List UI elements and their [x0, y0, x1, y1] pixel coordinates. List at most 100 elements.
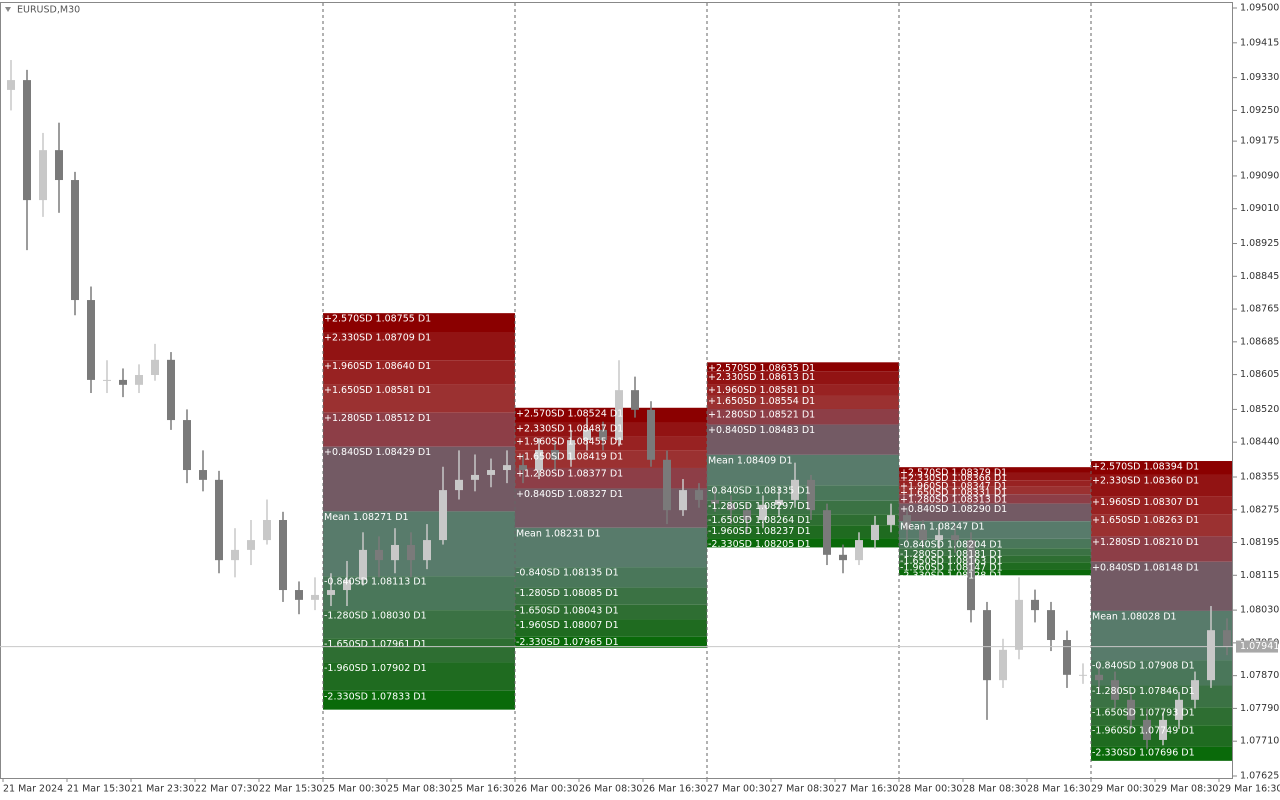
sd-band [323, 360, 515, 385]
y-tick-label: 1.09330 [1240, 72, 1279, 83]
sd-level-label: +0.840SD 1.08327 D1 [516, 489, 623, 500]
sd-band [707, 454, 899, 486]
y-tick-label: 1.09250 [1240, 105, 1279, 116]
y-tick-label: 1.09175 [1240, 136, 1279, 147]
sd-band [899, 562, 1091, 570]
candle-body [951, 535, 959, 541]
x-tick-label: 26 Mar 00:30 [515, 784, 578, 795]
sd-band [707, 395, 899, 409]
sd-level-label: +2.330SD 1.08613 D1 [708, 372, 815, 383]
candle-body [711, 499, 719, 504]
sd-level-label: -1.280SD 1.07846 D1 [1092, 686, 1195, 697]
candle-body [1015, 599, 1023, 650]
candle-body [183, 420, 191, 471]
y-tick-label: 1.08355 [1240, 471, 1279, 482]
y-tick-label: 1.08520 [1240, 404, 1279, 415]
candle-body [375, 549, 383, 561]
candle-body [551, 449, 559, 460]
candle-body [295, 590, 303, 600]
y-tick-label: 1.08605 [1240, 369, 1279, 380]
candle-body [1175, 699, 1183, 720]
sd-band [515, 567, 707, 588]
sd-level-label: -1.280SD 1.08297 D1 [708, 501, 811, 512]
sd-band [707, 500, 899, 515]
sd-level-label: +2.330SD 1.08709 D1 [324, 332, 431, 343]
x-tick-label: 28 Mar 00:30 [899, 784, 962, 795]
sd-band [1091, 707, 1233, 726]
candle-body [311, 594, 319, 600]
candle-body [807, 479, 815, 511]
candle-body [727, 503, 735, 511]
sd-band [707, 362, 899, 372]
sd-level-label: +1.650SD 1.08419 D1 [516, 451, 623, 462]
candle-body [1047, 610, 1055, 641]
candle-body [823, 510, 831, 555]
sd-band [323, 384, 515, 413]
sd-band [707, 408, 899, 425]
candle-body [679, 490, 687, 511]
sd-level-label: +1.650SD 1.08554 D1 [708, 396, 815, 407]
sd-level-label: -1.650SD 1.08043 D1 [516, 605, 619, 616]
symbol-menu-icon[interactable] [5, 7, 11, 12]
y-tick-label: 1.08115 [1240, 570, 1279, 581]
sd-level-label: -2.330SD 1.07833 D1 [324, 691, 427, 702]
candle-body [487, 470, 495, 475]
candle-body [439, 490, 447, 541]
x-tick-label: 21 Mar 2024 [3, 784, 63, 795]
sd-band [323, 638, 515, 663]
x-tick-label: 22 Mar 07:30 [195, 784, 258, 795]
x-tick-label: 25 Mar 08:30 [387, 784, 450, 795]
candle-body [647, 409, 655, 460]
sd-band [899, 555, 1091, 563]
last-price-box [1236, 640, 1278, 653]
x-tick-label: 29 Mar 16:30 [1219, 784, 1280, 795]
sd-level-label: -1.960SD 1.07902 D1 [324, 663, 427, 674]
y-tick-label: 1.08925 [1240, 238, 1279, 249]
x-tick-label: 27 Mar 00:30 [707, 784, 770, 795]
candle-body [1063, 640, 1071, 675]
sd-band [515, 488, 707, 528]
x-tick-label: 29 Mar 08:30 [1155, 784, 1218, 795]
sd-band [323, 331, 515, 361]
candle-body [1207, 630, 1215, 681]
sd-band [323, 412, 515, 447]
sd-level-label: -1.280SD 1.08181 D1 [900, 549, 1003, 560]
sd-band [899, 548, 1091, 556]
candle-body [695, 490, 703, 500]
sd-band [1091, 536, 1233, 562]
sd-band [1091, 514, 1233, 537]
candle-body [327, 590, 335, 595]
plot-frame [0, 2, 1233, 779]
x-tick-label: 29 Mar 00:30 [1091, 784, 1154, 795]
sd-level-label: -0.840SD 1.08113 D1 [324, 577, 427, 588]
y-tick-label: 1.08765 [1240, 304, 1279, 315]
chart-title: EURUSD,M30 [17, 5, 80, 16]
last-price-label: 1.07941 [1240, 641, 1279, 652]
sd-level-label: +2.330SD 1.08366 D1 [900, 473, 1007, 484]
candle-body [535, 449, 543, 471]
candle-body [583, 429, 591, 441]
x-tick-label: 26 Mar 16:30 [643, 784, 706, 795]
sd-level-label: -0.840SD 1.08335 D1 [708, 486, 811, 497]
x-tick-label: 21 Mar 23:30 [131, 784, 194, 795]
bands [323, 313, 1233, 761]
sd-band [899, 521, 1091, 539]
candle-body [1031, 599, 1039, 611]
sd-band [899, 538, 1091, 549]
candle-body [103, 379, 111, 381]
sd-band [323, 662, 515, 691]
sd-band [515, 527, 707, 568]
sd-band [515, 587, 707, 605]
candle-body [455, 479, 463, 491]
sd-level-label: +1.960SD 1.08581 D1 [708, 385, 815, 396]
sd-level-label: +0.840SD 1.08429 D1 [324, 447, 431, 458]
sd-band [515, 467, 707, 489]
sd-band [707, 485, 899, 501]
sd-level-label: +1.280SD 1.08512 D1 [324, 413, 431, 424]
sd-band [899, 486, 1091, 495]
candle-body [71, 180, 79, 301]
sd-level-label: +1.650SD 1.08263 D1 [1092, 515, 1199, 526]
candle-body [1079, 674, 1087, 676]
candle-body [55, 150, 63, 181]
